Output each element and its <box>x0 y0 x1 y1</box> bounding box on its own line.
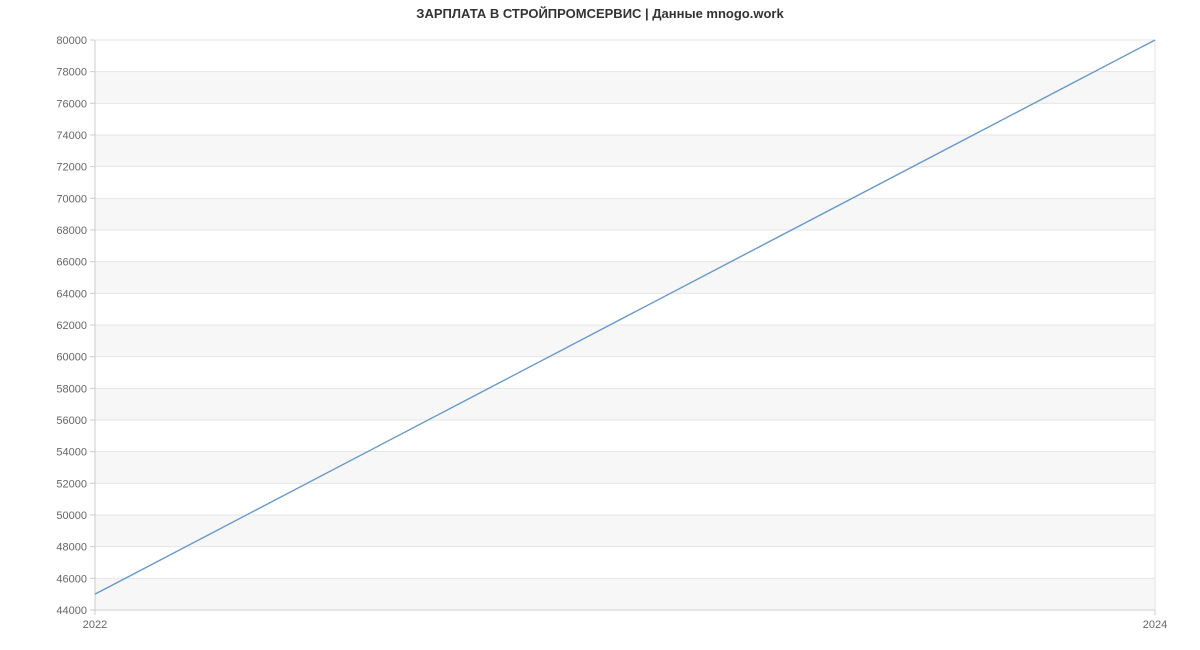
y-tick-label: 56000 <box>56 415 87 427</box>
y-tick-label: 64000 <box>56 288 87 300</box>
y-tick-label: 70000 <box>56 193 87 205</box>
y-tick-label: 54000 <box>56 447 87 459</box>
y-tick-label: 74000 <box>56 130 87 142</box>
x-tick-label: 2024 <box>1143 619 1167 631</box>
chart-title: ЗАРПЛАТА В СТРОЙПРОМСЕРВИС | Данные mnog… <box>0 6 1200 21</box>
y-tick-label: 52000 <box>56 478 87 490</box>
y-tick-label: 68000 <box>56 225 87 237</box>
y-tick-label: 62000 <box>56 320 87 332</box>
x-tick-label: 2022 <box>83 619 107 631</box>
y-tick-label: 58000 <box>56 383 87 395</box>
y-tick-label: 76000 <box>56 98 87 110</box>
y-tick-label: 60000 <box>56 352 87 364</box>
y-tick-label: 48000 <box>56 542 87 554</box>
y-tick-label: 46000 <box>56 573 87 585</box>
y-tick-label: 50000 <box>56 510 87 522</box>
y-tick-label: 72000 <box>56 162 87 174</box>
y-tick-label: 78000 <box>56 67 87 79</box>
y-tick-label: 66000 <box>56 257 87 269</box>
salary-line-chart: ЗАРПЛАТА В СТРОЙПРОМСЕРВИС | Данные mnog… <box>0 0 1200 650</box>
y-tick-label: 80000 <box>56 35 87 47</box>
chart-svg: 44000 46000 48000 50000 52000 54000 56000 58000… <box>0 0 1200 650</box>
y-tick-label: 44000 <box>56 605 87 617</box>
